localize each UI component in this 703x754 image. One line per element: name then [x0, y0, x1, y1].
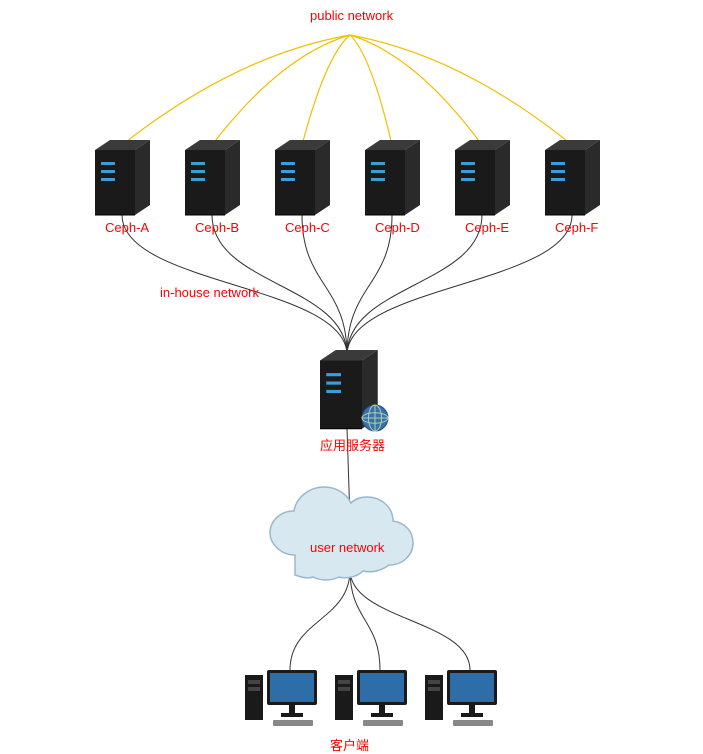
public-network-link [122, 35, 350, 145]
server-label: Ceph-B [195, 220, 239, 235]
server-label: Ceph-D [375, 220, 420, 235]
clients-label: 客户端 [330, 735, 369, 754]
in-house-link [347, 215, 572, 355]
in-house-link [347, 215, 392, 355]
client-icon [335, 670, 407, 726]
globe-icon [362, 405, 388, 431]
cloud-to-client-link [350, 570, 470, 670]
in-house-network-label: in-house network [160, 285, 259, 300]
server-label: Ceph-F [555, 220, 598, 235]
client-icon [245, 670, 317, 726]
server-icon [185, 140, 240, 215]
server-label: Ceph-E [465, 220, 509, 235]
in-house-link [347, 215, 482, 355]
public-network-link [350, 35, 482, 145]
public-network-link [350, 35, 572, 145]
public-network-link [302, 35, 350, 145]
app-server-label: 应用服务器 [320, 435, 385, 454]
server-label: Ceph-C [285, 220, 330, 235]
server-icon [95, 140, 150, 215]
cloud-to-client-link [290, 570, 350, 670]
network-diagram: Ceph-A Ceph-B Ceph-C Ceph-D Ceph-E Ceph-F [0, 0, 703, 751]
client-icon [425, 670, 497, 726]
in-house-link [302, 215, 347, 355]
server-icon [545, 140, 600, 215]
public-network-label: public network [310, 8, 393, 23]
public-network-link [212, 35, 350, 145]
cloud-icon [270, 487, 413, 580]
server-icon [365, 140, 420, 215]
server-icon [455, 140, 510, 215]
server-label: Ceph-A [105, 220, 149, 235]
user-network-label: user network [310, 540, 384, 555]
server-icon [275, 140, 330, 215]
